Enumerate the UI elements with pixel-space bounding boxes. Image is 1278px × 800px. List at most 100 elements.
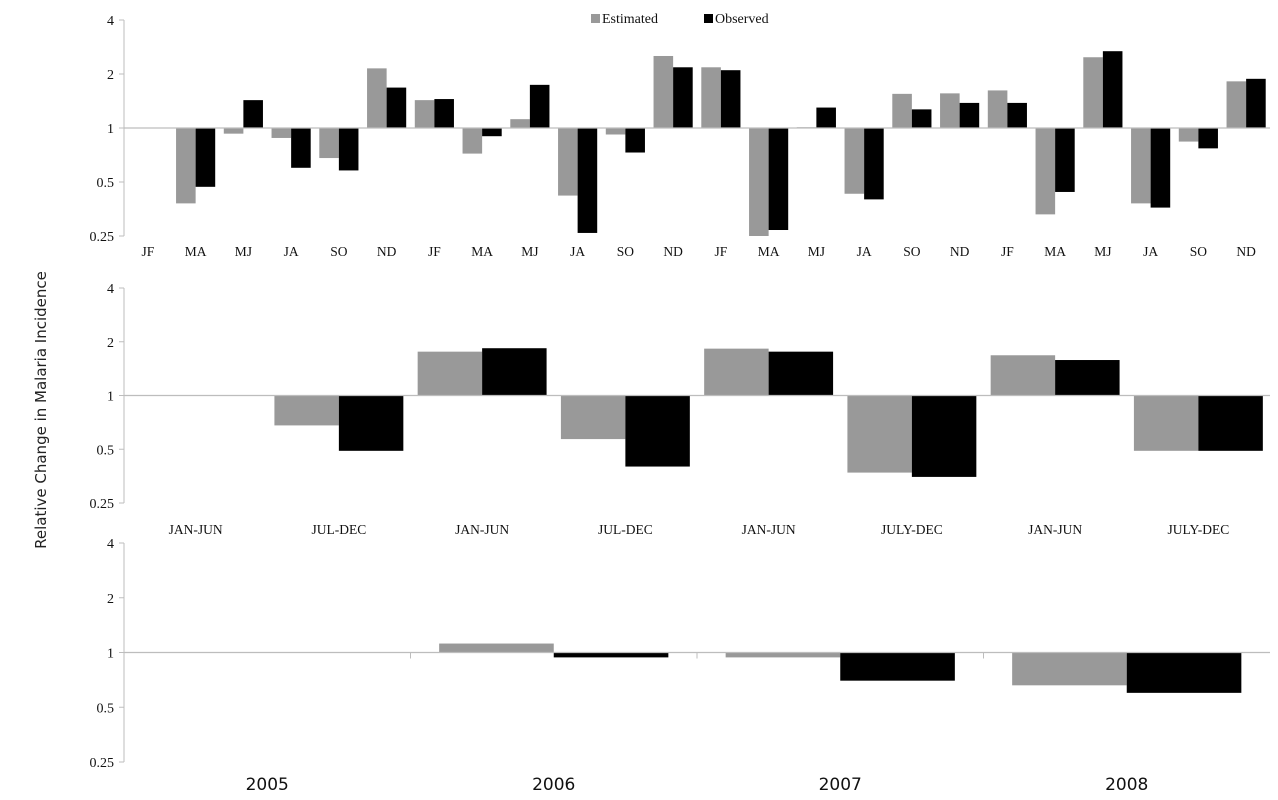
bar-observed-23 (1198, 128, 1218, 149)
legend-swatch-estimated (591, 14, 600, 23)
bar-observed-22 (1150, 128, 1171, 208)
x-category-label: MJ (1094, 244, 1111, 259)
bar-observed-9 (529, 84, 550, 128)
x-category-label: MJ (808, 244, 825, 259)
x-category-label: JA (284, 244, 299, 259)
bar-estimated-19 (987, 90, 1008, 128)
bar-observed-4 (1126, 652, 1242, 693)
bar-estimated-2 (176, 128, 196, 204)
x-category-label: 2008 (1105, 775, 1148, 795)
y-tick-label: 4 (107, 537, 114, 552)
x-category-label: SO (1190, 244, 1208, 259)
bar-observed-3 (243, 100, 263, 128)
chart-panel-2: 4 2 1 0.5 0.25 JAN-JUN JUL-DEC JAN-JUN JUL-DEC JA… (90, 282, 1270, 537)
bar-estimated-7 (414, 100, 435, 128)
bar-estimated-4 (1012, 652, 1127, 686)
bar-estimated-11 (605, 128, 626, 135)
bar-observed-6 (386, 87, 407, 128)
bar-estimated-6 (367, 68, 387, 128)
bar-estimated-18 (940, 93, 960, 128)
bar-observed-6 (911, 395, 977, 477)
bar-estimated-7 (990, 355, 1056, 396)
y-tick-label: 0.5 (97, 701, 115, 716)
x-category-label: JUL-DEC (312, 522, 367, 537)
bar-estimated-3 (417, 351, 483, 396)
x-category-label: JA (857, 244, 872, 259)
bar-estimated-16 (844, 128, 865, 194)
y-tick-label: 0.25 (90, 230, 115, 245)
bar-estimated-14 (749, 128, 769, 236)
x-category-label: 2006 (532, 775, 575, 795)
bar-estimated-20 (1035, 128, 1056, 215)
bar-observed-5 (338, 128, 359, 171)
x-category-label: JF (141, 244, 154, 259)
x-category-label: JF (714, 244, 727, 259)
x-category-label: JAN-JUN (1028, 522, 1082, 537)
x-category-label: MA (758, 244, 780, 259)
y-tick-label: 0.5 (97, 176, 115, 191)
chart-panel-1: 4 2 1 0.5 0.25 JF MA MJ JA SO ND JF MA MJ JA SO ND JF MA MJ… (90, 14, 1270, 259)
y-tick-label: 2 (107, 592, 114, 607)
x-category-label: ND (663, 244, 683, 259)
bar-estimated-13 (701, 67, 721, 128)
x-category-label: SO (903, 244, 921, 259)
x-category-label: MA (471, 244, 493, 259)
bar-observed-8 (482, 128, 502, 137)
y-tick-label: 1 (107, 390, 114, 405)
bar-observed-8 (1198, 395, 1263, 451)
y-tick-label: 4 (107, 14, 114, 29)
y-tick-label: 0.5 (97, 443, 115, 458)
bar-observed-20 (1055, 128, 1075, 192)
x-category-label: MA (185, 244, 207, 259)
bar-estimated-17 (892, 93, 912, 128)
bar-estimated-5 (319, 128, 339, 159)
legend: Estimated Observed (591, 12, 769, 27)
bar-observed-24 (1246, 78, 1266, 128)
bar-estimated-2 (274, 395, 339, 426)
bar-observed-10 (577, 128, 598, 233)
x-category-label: MA (1044, 244, 1066, 259)
bar-observed-17 (911, 109, 932, 128)
bar-estimated-4 (271, 128, 292, 138)
bar-observed-21 (1102, 51, 1123, 128)
bar-estimated-3 (725, 652, 841, 658)
bar-estimated-9 (510, 119, 530, 128)
bar-observed-11 (625, 128, 645, 153)
x-category-label: 2005 (246, 775, 289, 795)
x-category-label: JF (428, 244, 441, 259)
bar-estimated-12 (653, 55, 674, 128)
x-category-label: JA (570, 244, 585, 259)
y-tick-label: 2 (107, 68, 114, 83)
bar-estimated-22 (1131, 128, 1151, 204)
x-category-label: JF (1001, 244, 1014, 259)
bar-observed-7 (434, 99, 454, 128)
legend-label-estimated: Estimated (602, 12, 658, 27)
bar-observed-14 (768, 128, 789, 231)
x-category-label: JAN-JUN (455, 522, 509, 537)
bar-observed-5 (768, 351, 834, 396)
y-tick-label: 0.25 (90, 497, 115, 512)
bar-estimated-4 (560, 395, 626, 440)
x-category-label: JAN-JUN (742, 522, 796, 537)
bar-observed-2 (338, 395, 404, 451)
y-tick-label: 1 (107, 122, 114, 137)
y-tick-label: 0.25 (90, 756, 115, 771)
bar-observed-4 (291, 128, 311, 168)
x-category-label: JUL-DEC (598, 522, 653, 537)
bar-estimated-3 (223, 128, 244, 134)
x-category-label: JA (1143, 244, 1158, 259)
bar-observed-15 (816, 107, 836, 128)
bar-observed-2 (195, 128, 216, 187)
bar-estimated-23 (1178, 128, 1199, 142)
x-category-label: SO (617, 244, 635, 259)
bar-estimated-8 (462, 128, 483, 154)
bar-estimated-5 (704, 348, 769, 396)
x-category-label: SO (330, 244, 348, 259)
x-category-label: MJ (521, 244, 538, 259)
bar-observed-4 (625, 395, 690, 467)
bar-observed-12 (673, 67, 693, 128)
bar-estimated-6 (847, 395, 912, 473)
y-tick-label: 4 (107, 282, 114, 297)
bar-observed-16 (864, 128, 884, 200)
x-category-label: 2007 (819, 775, 862, 795)
